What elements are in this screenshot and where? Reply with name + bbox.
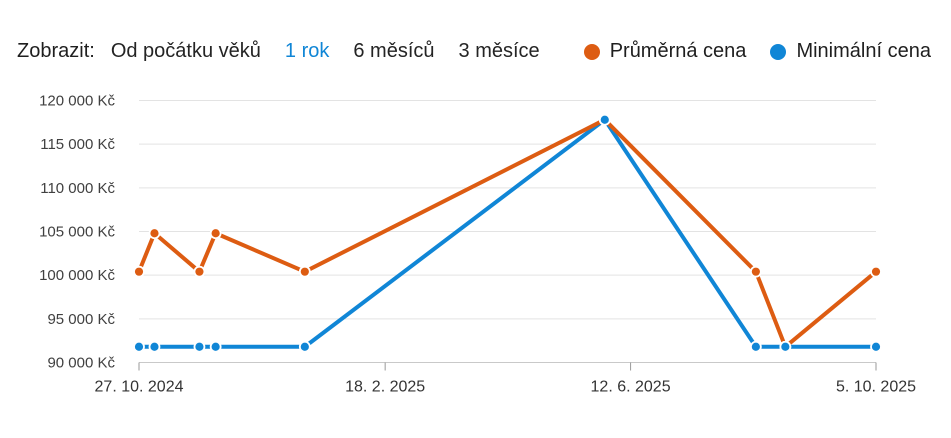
svg-text:12. 6. 2025: 12. 6. 2025 xyxy=(591,379,671,396)
svg-text:120 000 Kč: 120 000 Kč xyxy=(39,93,115,110)
range-option-6-months[interactable]: 6 měsíců xyxy=(353,40,435,62)
svg-text:5. 10. 2025: 5. 10. 2025 xyxy=(836,379,916,396)
svg-text:115 000 Kč: 115 000 Kč xyxy=(40,136,115,153)
legend-label-average-price: Průměrná cena xyxy=(609,40,747,62)
show-label: Zobrazit: xyxy=(17,40,95,62)
svg-text:90 000 Kč: 90 000 Kč xyxy=(47,355,115,372)
svg-text:110 000 Kč: 110 000 Kč xyxy=(40,180,115,197)
range-option-3-months[interactable]: 3 měsíce xyxy=(458,40,540,62)
price-history-chart[interactable]: 120 000 Kč 115 000 Kč 110 000 Kč 105 000 Kč… xyxy=(0,78,951,438)
average-price-dot-icon xyxy=(583,43,600,60)
legend-label-minimum-price: Minimální cena xyxy=(796,40,931,62)
range-option-all-time[interactable]: Od počátku věků xyxy=(110,40,261,62)
price-chart-canvas[interactable]: 120 000 Kč 115 000 Kč 110 000 Kč 105 000 Kč… xyxy=(0,78,951,438)
legend-item-average-price[interactable]: Průměrná cena xyxy=(583,40,747,63)
chart-legend: Průměrná cena Minimální cena xyxy=(583,40,931,63)
minimum-price-dot-icon xyxy=(770,43,787,60)
svg-text:27. 10. 2024: 27. 10. 2024 xyxy=(95,379,184,396)
svg-text:100 000 Kč: 100 000 Kč xyxy=(39,267,115,284)
svg-text:95 000 Kč: 95 000 Kč xyxy=(47,311,115,328)
range-selector: Od počátku věků 1 rok 6 měsíců 3 měsíce xyxy=(111,40,564,63)
svg-text:18. 2. 2025: 18. 2. 2025 xyxy=(345,379,425,396)
legend-item-minimum-price[interactable]: Minimální cena xyxy=(770,40,931,63)
chart-controls: Zobrazit: Od počátku věků 1 rok 6 měsíců… xyxy=(0,0,951,78)
svg-text:105 000 Kč: 105 000 Kč xyxy=(39,224,115,241)
range-option-1-year[interactable]: 1 rok xyxy=(284,40,330,62)
